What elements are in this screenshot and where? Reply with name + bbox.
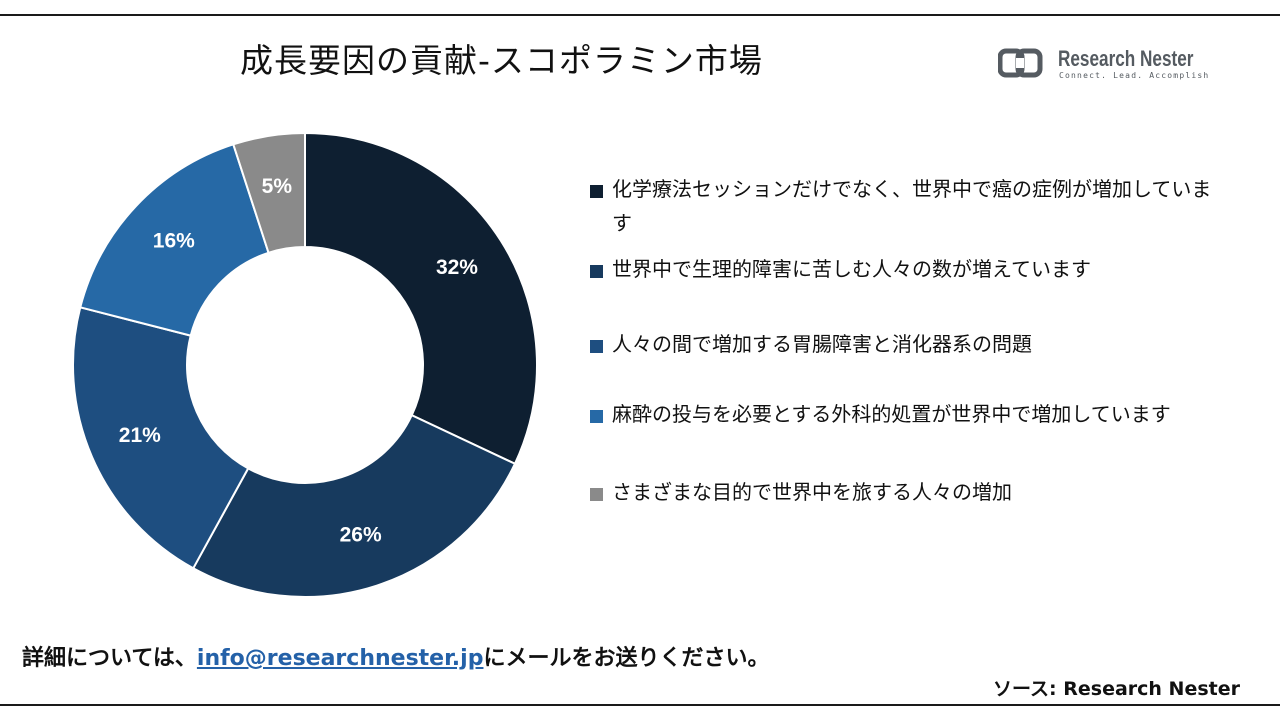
legend-swatch-3 (590, 340, 603, 353)
legend-item-5: さまざまな目的で世界中を旅する人々の増加 (590, 480, 1212, 509)
logo-mark-icon (998, 48, 1043, 78)
legend-label-2: 世界中で生理的障害に苦しむ人々の数が増えています (612, 257, 1091, 281)
footer-prefix: 詳細については、 (22, 646, 197, 671)
donut-slice-4 (79, 143, 270, 337)
contact-footer: 詳細については、info@researchnester.jpにメールをお送りくだ… (22, 640, 769, 672)
legend-label-3: 人々の間で増加する胃腸障害と消化器系の問題 (612, 332, 1032, 356)
donut-slice-1 (304, 131, 538, 466)
legend-item-1: 化学療法セッションだけでなく、世界中で癌の症例が増加しています (590, 177, 1212, 240)
legend-item-3: 人々の間で増加する胃腸障害と消化器系の問題 (590, 332, 1212, 361)
footer-suffix: にメールをお送りください。 (483, 646, 770, 671)
legend-label-4: 麻酔の投与を必要とする外科的処置が世界中で増加しています (612, 402, 1171, 426)
source-credit: ソース: Research Nester (992, 678, 1240, 700)
legend-label-5: さまざまな目的で世界中を旅する人々の増加 (612, 480, 1012, 504)
legend-swatch-1 (590, 185, 603, 198)
donut-data-label-4: 16% (153, 229, 195, 252)
legend-swatch-4 (590, 410, 603, 423)
donut-slice-5 (232, 131, 306, 255)
bottom-rule (0, 704, 1280, 706)
top-rule (0, 14, 1280, 16)
legend-swatch-5 (590, 488, 603, 501)
legend-item-2: 世界中で生理的障害に苦しむ人々の数が増えています (590, 257, 1212, 286)
donut-slice-3 (72, 306, 250, 570)
donut-slice-2 (191, 413, 517, 598)
legend-label-1: 化学療法セッションだけでなく、世界中で癌の症例が増加しています (612, 177, 1212, 235)
logo-name: Research Nester (1058, 46, 1194, 71)
donut-data-label-3: 21% (119, 424, 161, 447)
donut-data-label-5: 5% (262, 175, 293, 198)
donut-data-label-2: 26% (340, 524, 382, 547)
donut-data-label-1: 32% (436, 256, 478, 279)
page-title: 成長要因の貢献-スコポラミン市場 (240, 41, 763, 80)
legend-item-4: 麻酔の投与を必要とする外科的処置が世界中で増加しています (590, 402, 1212, 431)
legend-swatch-2 (590, 265, 603, 278)
donut-chart: 32% 26% 21% 16% 5% (72, 131, 538, 598)
logo-tagline: Connect. Lead. Accomplish (1059, 71, 1210, 80)
email-link[interactable]: info@researchnester.jp (196, 646, 484, 671)
